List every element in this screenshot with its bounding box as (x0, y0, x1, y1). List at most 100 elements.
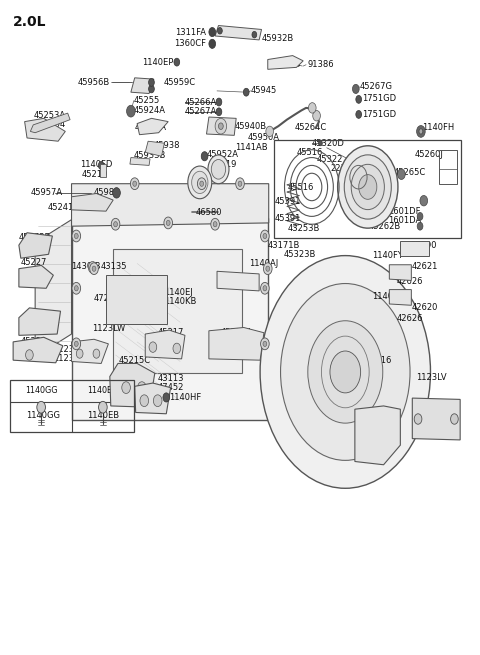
Text: 45262B: 45262B (368, 221, 400, 231)
Circle shape (263, 233, 267, 238)
Circle shape (93, 349, 100, 358)
Text: 47452: 47452 (157, 383, 184, 392)
Polygon shape (72, 193, 113, 211)
Circle shape (91, 265, 95, 270)
Text: 45267G: 45267G (360, 83, 393, 92)
Text: 45516: 45516 (288, 183, 314, 192)
Text: 1140EB: 1140EB (87, 411, 119, 421)
Text: 45924A: 45924A (134, 106, 166, 115)
Circle shape (263, 286, 267, 291)
Bar (10, 380, 134, 432)
Circle shape (197, 178, 206, 189)
Text: 45925A: 45925A (135, 123, 167, 132)
Text: 45938: 45938 (154, 141, 180, 149)
Circle shape (164, 217, 172, 229)
Text: 1140EP: 1140EP (142, 58, 173, 67)
Circle shape (88, 261, 97, 273)
Bar (275, 140, 461, 238)
Circle shape (351, 164, 384, 210)
Text: 43113: 43113 (157, 374, 184, 383)
Circle shape (417, 126, 425, 138)
Text: 1123LV: 1123LV (416, 373, 447, 382)
Text: 45243B: 45243B (21, 314, 53, 323)
Text: 1140EB: 1140EB (88, 386, 118, 395)
Circle shape (280, 284, 410, 460)
Text: 45950A: 45950A (247, 134, 279, 142)
Circle shape (211, 218, 219, 230)
Circle shape (201, 152, 208, 161)
Text: 1140HF: 1140HF (169, 393, 202, 402)
Text: 91384: 91384 (275, 60, 301, 69)
Text: 1601DA: 1601DA (388, 216, 421, 225)
Text: 45391: 45391 (275, 197, 301, 206)
Circle shape (74, 286, 78, 291)
Text: 45322: 45322 (317, 155, 343, 164)
Text: 47230: 47230 (94, 293, 120, 303)
Polygon shape (268, 56, 303, 69)
Polygon shape (19, 265, 53, 288)
Polygon shape (72, 183, 269, 226)
Text: 1140GG: 1140GG (25, 386, 58, 395)
Polygon shape (135, 383, 170, 414)
Circle shape (173, 343, 180, 354)
Circle shape (90, 263, 98, 274)
Circle shape (98, 162, 104, 170)
Polygon shape (130, 158, 150, 166)
Text: 37290: 37290 (410, 240, 436, 250)
Circle shape (215, 119, 227, 134)
Text: 1123LY: 1123LY (53, 345, 83, 354)
Text: 1140KB: 1140KB (164, 297, 197, 306)
Text: 1140EJ: 1140EJ (164, 288, 193, 297)
Circle shape (74, 341, 78, 346)
Circle shape (216, 108, 222, 116)
Circle shape (74, 233, 78, 238)
Polygon shape (412, 398, 460, 440)
Circle shape (236, 178, 244, 189)
Circle shape (414, 414, 422, 424)
Circle shape (154, 395, 162, 407)
Circle shape (149, 342, 157, 352)
Circle shape (127, 105, 135, 117)
Circle shape (309, 103, 316, 113)
Circle shape (243, 88, 249, 96)
Text: 1140FD: 1140FD (80, 160, 112, 169)
Text: 45254: 45254 (40, 120, 66, 129)
Text: 45216: 45216 (365, 356, 392, 365)
Text: 45264C: 45264C (295, 123, 327, 132)
Text: 1360CF: 1360CF (175, 39, 206, 48)
Text: 42620: 42620 (411, 303, 438, 312)
Circle shape (25, 350, 33, 360)
Circle shape (451, 414, 458, 424)
Circle shape (264, 263, 272, 274)
Text: 1140FY: 1140FY (372, 251, 403, 260)
Text: 45957A: 45957A (30, 189, 62, 197)
Text: 1751GD: 1751GD (362, 110, 396, 119)
Polygon shape (72, 339, 108, 364)
Circle shape (266, 266, 270, 271)
Circle shape (209, 39, 216, 48)
Circle shape (261, 338, 269, 350)
Circle shape (211, 160, 226, 179)
Polygon shape (24, 119, 65, 141)
Text: 45227: 45227 (21, 257, 47, 267)
Text: 45253A: 45253A (33, 111, 65, 120)
Text: 45265C: 45265C (393, 168, 425, 177)
Circle shape (200, 181, 204, 186)
Polygon shape (206, 117, 236, 136)
Polygon shape (209, 328, 264, 360)
Text: 1123LW: 1123LW (93, 324, 126, 333)
Circle shape (188, 166, 212, 198)
Text: 45271: 45271 (192, 173, 218, 181)
Text: 45323B: 45323B (284, 250, 316, 259)
Circle shape (192, 172, 208, 193)
Polygon shape (19, 308, 60, 335)
Circle shape (149, 79, 155, 86)
Circle shape (260, 255, 431, 488)
Polygon shape (131, 78, 154, 94)
Circle shape (218, 123, 223, 130)
Circle shape (208, 155, 229, 183)
Text: 22121: 22121 (330, 164, 356, 173)
Circle shape (419, 129, 423, 134)
Polygon shape (389, 290, 411, 305)
Text: 1140AJ: 1140AJ (250, 259, 279, 268)
